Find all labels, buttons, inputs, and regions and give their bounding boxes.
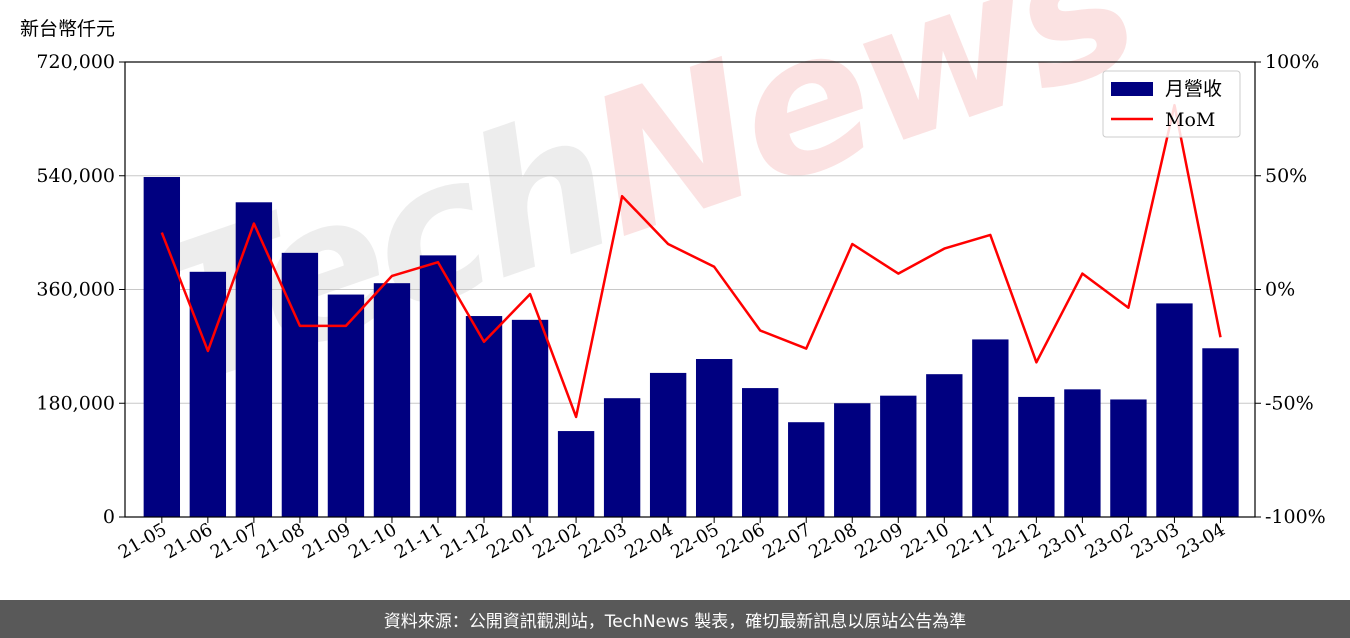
bar-21-11 bbox=[419, 255, 457, 517]
bar-21-12 bbox=[465, 316, 503, 517]
x-tick-label: 23-04 bbox=[1174, 519, 1229, 563]
y-axis-unit-label: 新台幣仟元 bbox=[20, 18, 116, 40]
bar-22-02 bbox=[557, 431, 595, 517]
bar-22-03 bbox=[603, 398, 641, 517]
x-tick-label: 22-11 bbox=[943, 519, 998, 563]
legend-bar-swatch bbox=[1111, 82, 1153, 96]
bar-22-05 bbox=[695, 359, 733, 517]
y-left-tick-label: 180,000 bbox=[36, 392, 115, 414]
footer-source-note: 資料來源：公開資訊觀測站，TechNews 製表，確切最新訊息以原站公告為準 bbox=[0, 600, 1350, 638]
x-tick-label: 21-06 bbox=[161, 519, 216, 563]
x-tick-label: 21-05 bbox=[115, 519, 170, 563]
bar-23-03 bbox=[1156, 303, 1193, 517]
x-tick-label: 21-08 bbox=[253, 519, 308, 563]
x-tick-label: 23-02 bbox=[1081, 519, 1136, 563]
x-tick-label: 21-12 bbox=[437, 519, 492, 563]
footer-text: 資料來源：公開資訊觀測站，TechNews 製表，確切最新訊息以原站公告為準 bbox=[383, 611, 967, 632]
bar-22-06 bbox=[742, 388, 779, 517]
x-tick-label: 22-04 bbox=[621, 519, 676, 563]
x-tick-label: 21-07 bbox=[207, 519, 262, 563]
x-tick-label: 22-10 bbox=[897, 519, 952, 563]
y-right-tick-label: 50% bbox=[1265, 165, 1307, 187]
bar-22-08 bbox=[834, 403, 871, 517]
y-right-tick-label: 100% bbox=[1265, 51, 1319, 73]
bar-21-09 bbox=[327, 294, 365, 517]
x-tick-label: 22-01 bbox=[483, 519, 538, 563]
x-tick-label: 22-09 bbox=[851, 519, 906, 563]
bar-21-05 bbox=[143, 177, 181, 517]
x-tick-label: 22-02 bbox=[529, 519, 584, 563]
x-tick-label: 23-03 bbox=[1128, 519, 1183, 563]
x-tick-label: 22-08 bbox=[805, 519, 860, 563]
y-left-tick-label: 360,000 bbox=[36, 279, 115, 301]
legend-line-label: MoM bbox=[1165, 109, 1215, 131]
bar-22-12 bbox=[1018, 396, 1055, 517]
bar-21-10 bbox=[373, 283, 411, 517]
mom-line bbox=[160, 103, 1222, 419]
x-tick-label: 22-05 bbox=[667, 519, 722, 563]
x-tick-label: 21-09 bbox=[299, 519, 354, 563]
x-tick-label: 21-10 bbox=[345, 519, 400, 563]
y-left-tick-label: 720,000 bbox=[36, 51, 115, 73]
y-right-tick-label: -100% bbox=[1265, 506, 1326, 528]
bar-21-06 bbox=[189, 271, 227, 517]
y-right-tick-label: 0% bbox=[1265, 279, 1295, 301]
bar-23-04 bbox=[1202, 348, 1239, 517]
x-tick-label: 21-11 bbox=[391, 519, 446, 563]
x-tick-label: 22-06 bbox=[713, 519, 768, 563]
bar-22-04 bbox=[649, 372, 687, 517]
revenue-chart: 0 180,000 360,000 540,000 720,000 -100% -50% 0%… bbox=[36, 51, 1326, 563]
x-tick-label: 22-03 bbox=[575, 519, 630, 563]
x-tick-label: 23-01 bbox=[1035, 519, 1090, 563]
bar-21-08 bbox=[281, 252, 319, 517]
y-right-tick-label: -50% bbox=[1265, 392, 1314, 414]
bar-23-02 bbox=[1110, 399, 1147, 517]
bar-22-01 bbox=[511, 319, 549, 517]
x-tick-label: 22-07 bbox=[759, 519, 814, 563]
y-left-tick-label: 540,000 bbox=[36, 165, 115, 187]
bar-22-07 bbox=[788, 422, 825, 517]
bar-22-11 bbox=[972, 339, 1009, 517]
y-left-tick-label: 0 bbox=[103, 506, 115, 528]
bar-23-01 bbox=[1064, 389, 1101, 517]
legend-bar-label: 月營收 bbox=[1165, 78, 1222, 100]
bar-22-10 bbox=[926, 374, 963, 517]
x-tick-label: 22-12 bbox=[989, 519, 1044, 563]
bar-22-09 bbox=[880, 395, 917, 517]
